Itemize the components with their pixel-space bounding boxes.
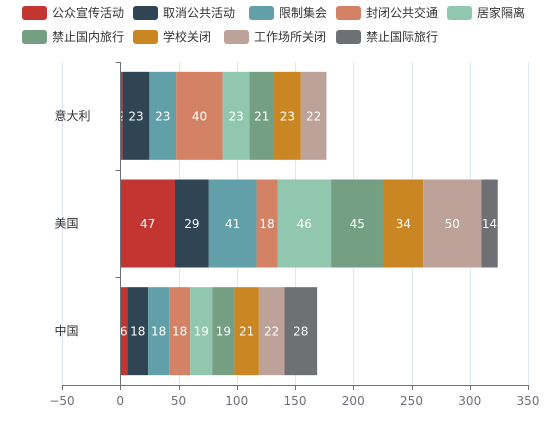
bar-0-0[interactable] bbox=[120, 287, 128, 376]
x-tick-label-4: 150 bbox=[284, 394, 307, 408]
x-tick-label-7: 300 bbox=[458, 394, 481, 408]
bar-0-6[interactable] bbox=[234, 287, 259, 376]
legend-swatch-2[interactable] bbox=[249, 6, 274, 20]
x-tick-label-1: 0 bbox=[116, 394, 124, 408]
bar-0-5[interactable] bbox=[212, 287, 235, 376]
x-tick-label-2: 50 bbox=[171, 394, 186, 408]
bar-label-0-4: 19 bbox=[194, 325, 209, 339]
bar-0-4[interactable] bbox=[190, 287, 213, 376]
x-tick-label-5: 200 bbox=[342, 394, 365, 408]
bar-2-3[interactable] bbox=[176, 71, 223, 160]
legend-swatch-5[interactable] bbox=[22, 30, 47, 44]
bar-0-8[interactable] bbox=[284, 287, 318, 376]
x-tick-label-3: 100 bbox=[225, 394, 248, 408]
bar-1-8[interactable] bbox=[481, 179, 498, 268]
bar-2-7[interactable] bbox=[300, 71, 327, 160]
bar-label-2-4: 23 bbox=[229, 109, 244, 123]
legend-swatch-1[interactable] bbox=[133, 6, 158, 20]
legend-label-4[interactable]: 居家隔离 bbox=[477, 5, 525, 20]
bar-label-0-3: 18 bbox=[172, 325, 187, 339]
bar-1-1[interactable] bbox=[175, 179, 209, 268]
bar-label-2-6: 23 bbox=[280, 109, 295, 123]
x-tick-label-0: −50 bbox=[49, 394, 74, 408]
bar-2-4[interactable] bbox=[222, 71, 250, 160]
legend-swatch-0[interactable] bbox=[22, 6, 47, 20]
legend-label-0[interactable]: 公众宣传活动 bbox=[52, 5, 124, 20]
bar-label-1-8: 14 bbox=[482, 217, 497, 231]
bar-label-1-6: 34 bbox=[396, 217, 411, 231]
bar-label-1-1: 29 bbox=[184, 217, 199, 231]
bar-2-6[interactable] bbox=[274, 71, 301, 160]
bar-label-0-2: 18 bbox=[151, 325, 166, 339]
bar-label-2-2: 23 bbox=[155, 109, 170, 123]
legend-swatch-7[interactable] bbox=[224, 30, 249, 44]
y-tick-label-1: 美国 bbox=[55, 217, 79, 231]
bar-0-2[interactable] bbox=[148, 287, 170, 376]
bar-label-2-5: 21 bbox=[254, 109, 269, 123]
bar-1-4[interactable] bbox=[277, 179, 332, 268]
bar-label-0-0: 6 bbox=[120, 325, 128, 339]
bar-label-2-3: 40 bbox=[192, 109, 207, 123]
bar-1-6[interactable] bbox=[383, 179, 424, 268]
y-tick-label-0: 中国 bbox=[55, 323, 79, 338]
bar-0-7[interactable] bbox=[258, 287, 285, 376]
bar-label-1-0: 47 bbox=[140, 217, 155, 231]
bar-label-1-2: 41 bbox=[225, 217, 240, 231]
bar-label-1-5: 45 bbox=[350, 217, 365, 231]
bar-label-2-7: 22 bbox=[306, 109, 321, 123]
legend-swatch-8[interactable] bbox=[336, 30, 361, 44]
x-tick-label-8: 350 bbox=[517, 394, 540, 408]
x-tick-label-6: 250 bbox=[400, 394, 423, 408]
bar-2-0[interactable] bbox=[120, 71, 123, 160]
bar-2-1[interactable] bbox=[122, 71, 150, 160]
legend-label-6[interactable]: 学校关闭 bbox=[163, 29, 211, 44]
bar-label-1-3: 18 bbox=[259, 217, 274, 231]
bar-1-3[interactable] bbox=[256, 179, 278, 268]
bar-label-1-4: 46 bbox=[297, 217, 312, 231]
bar-label-0-8: 28 bbox=[293, 325, 308, 339]
legend-label-7[interactable]: 工作场所关闭 bbox=[254, 30, 326, 44]
legend-swatch-4[interactable] bbox=[447, 6, 472, 20]
legend-swatch-6[interactable] bbox=[133, 30, 158, 44]
legend-label-1[interactable]: 取消公共活动 bbox=[163, 6, 235, 20]
bar-2-5[interactable] bbox=[249, 71, 275, 160]
bar-1-2[interactable] bbox=[208, 179, 257, 268]
bar-2-2[interactable] bbox=[149, 71, 177, 160]
legend-label-5[interactable]: 禁止国内旅行 bbox=[52, 30, 124, 44]
legend-label-8[interactable]: 禁止国际旅行 bbox=[366, 30, 438, 44]
bar-label-0-1: 18 bbox=[130, 325, 145, 339]
bar-label-2-1: 23 bbox=[128, 109, 143, 123]
legend-label-2[interactable]: 限制集会 bbox=[279, 5, 327, 20]
bar-label-2-0: 2 bbox=[118, 109, 126, 123]
bar-1-0[interactable] bbox=[120, 179, 176, 268]
legend-label-3[interactable]: 封闭公共交通 bbox=[366, 5, 438, 20]
y-tick-label-2: 意大利 bbox=[55, 108, 91, 123]
bar-0-1[interactable] bbox=[127, 287, 149, 376]
bar-label-1-7: 50 bbox=[445, 217, 460, 231]
bar-1-7[interactable] bbox=[423, 179, 482, 268]
bar-label-0-7: 22 bbox=[264, 325, 279, 339]
bar-label-0-6: 21 bbox=[239, 325, 254, 339]
bar-label-0-5: 19 bbox=[216, 325, 231, 339]
bar-1-5[interactable] bbox=[331, 179, 384, 268]
legend-swatch-3[interactable] bbox=[336, 6, 361, 20]
bar-0-3[interactable] bbox=[169, 287, 191, 376]
